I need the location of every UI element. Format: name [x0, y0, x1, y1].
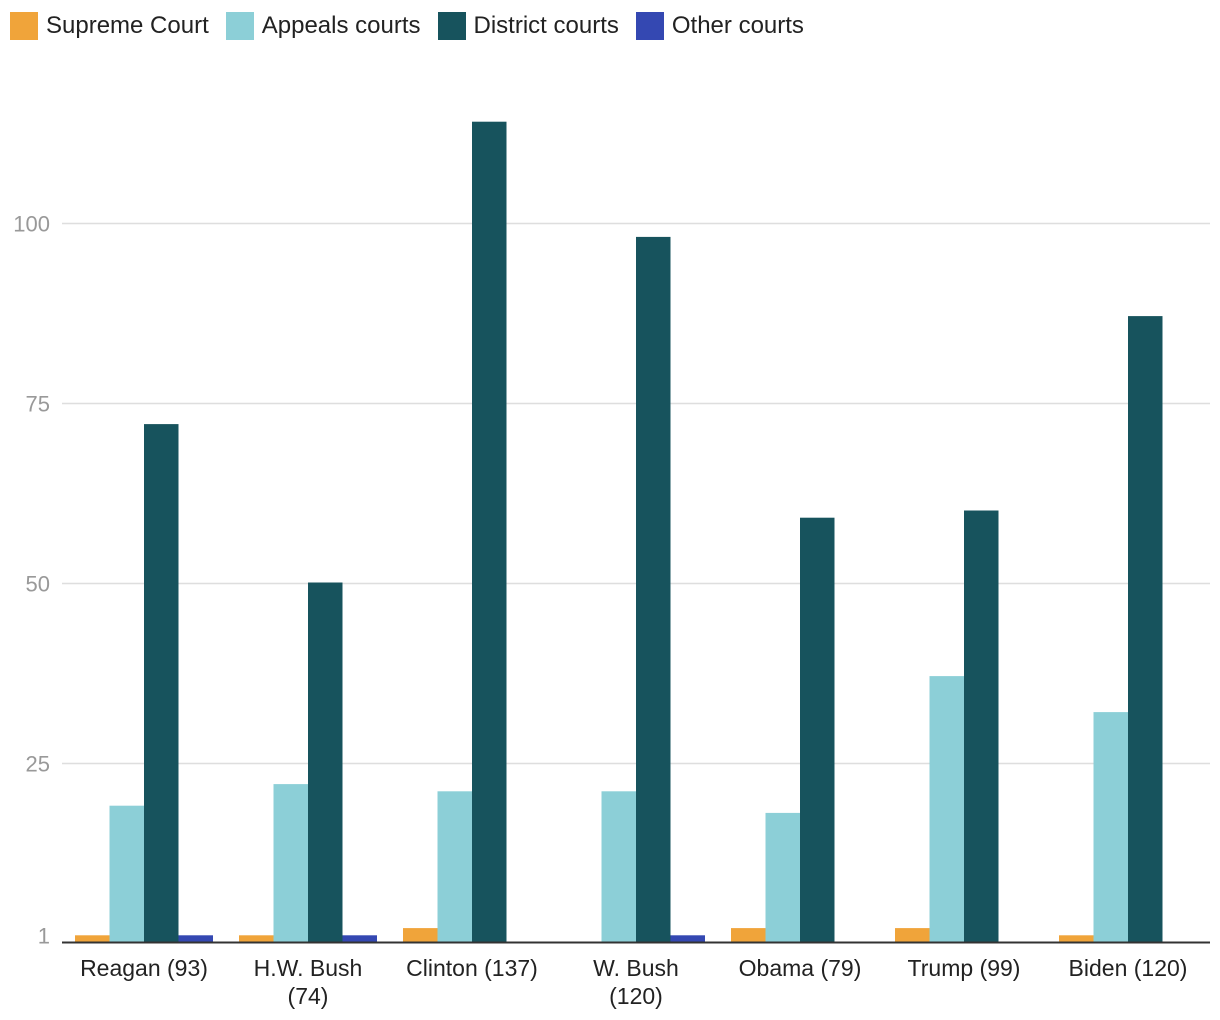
- bar-district-1: [308, 582, 343, 943]
- y-tick-label: 1: [38, 924, 50, 949]
- y-tick-label: 75: [26, 392, 50, 417]
- bar-district-5: [964, 510, 999, 943]
- bar-appeals-3: [601, 791, 636, 943]
- bar-other-3: [670, 935, 705, 943]
- x-category-label: (74): [288, 983, 329, 1009]
- x-category-label: Trump (99): [908, 955, 1021, 981]
- x-category-label: (120): [609, 983, 663, 1009]
- bar-supreme-4: [731, 928, 766, 943]
- bar-supreme-6: [1059, 935, 1094, 943]
- bar-district-3: [636, 236, 671, 943]
- bar-supreme-5: [895, 928, 930, 943]
- bar-other-0: [178, 935, 213, 943]
- bar-district-2: [472, 121, 507, 943]
- legend-item-other-courts: Other courts: [635, 12, 804, 40]
- legend-label: Appeals courts: [261, 12, 421, 39]
- legend-label: Other courts: [671, 12, 804, 39]
- bar-supreme-0: [75, 935, 110, 943]
- chart-legend: Supreme Court Appeals courts District co…: [10, 10, 821, 42]
- x-category-label: Clinton (137): [406, 955, 538, 981]
- bar-district-0: [144, 424, 179, 943]
- bar-other-1: [342, 935, 377, 943]
- bar-appeals-0: [109, 805, 144, 943]
- bar-appeals-5: [929, 676, 964, 943]
- legend-item-supreme-court: Supreme Court: [10, 12, 209, 40]
- legend-swatch-appeals-courts: [225, 12, 254, 40]
- legend-swatch-other-courts: [635, 12, 664, 40]
- x-category-label: W. Bush: [593, 955, 679, 981]
- bar-supreme-1: [239, 935, 274, 943]
- y-tick-label: 25: [26, 752, 50, 777]
- y-tick-label: 100: [13, 212, 50, 237]
- x-category-label: Reagan (93): [80, 955, 208, 981]
- legend-item-appeals-courts: Appeals courts: [225, 12, 421, 40]
- legend-item-district-courts: District courts: [437, 12, 619, 40]
- legend-label: Supreme Court: [46, 12, 209, 39]
- bar-district-4: [800, 517, 835, 943]
- y-tick-label: 50: [26, 572, 50, 597]
- legend-swatch-district-courts: [437, 12, 466, 40]
- bar-appeals-4: [765, 812, 800, 943]
- bar-appeals-6: [1093, 712, 1128, 943]
- legend-label: District courts: [473, 12, 619, 39]
- x-category-label: Biden (120): [1069, 955, 1188, 981]
- legend-swatch-supreme-court: [10, 12, 38, 40]
- x-category-label: H.W. Bush: [254, 955, 363, 981]
- bar-appeals-1: [273, 784, 308, 943]
- bar-appeals-2: [437, 791, 472, 943]
- bar-supreme-2: [403, 928, 438, 943]
- bar-district-6: [1128, 316, 1163, 943]
- x-category-label: Obama (79): [739, 955, 862, 981]
